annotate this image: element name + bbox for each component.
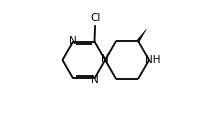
Polygon shape bbox=[137, 29, 146, 42]
Text: N: N bbox=[91, 75, 98, 85]
Text: Cl: Cl bbox=[90, 13, 100, 23]
Text: N: N bbox=[101, 54, 109, 64]
Text: N: N bbox=[69, 36, 76, 46]
Text: NH: NH bbox=[145, 55, 160, 65]
